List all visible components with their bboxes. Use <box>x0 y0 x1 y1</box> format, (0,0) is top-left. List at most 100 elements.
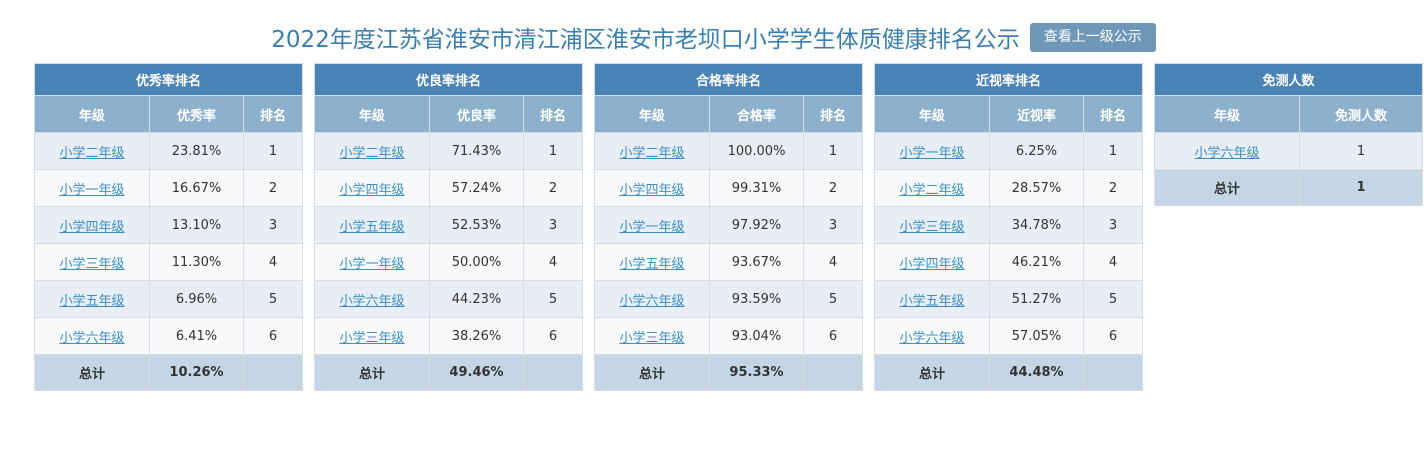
grade-link[interactable]: 小学四年级 <box>899 256 965 272</box>
grade-link[interactable]: 小学一年级 <box>899 145 965 161</box>
grade-cell: 小学四年级 <box>314 169 430 207</box>
value-cell: 93.59% <box>709 280 804 318</box>
grade-link[interactable]: 小学一年级 <box>339 256 405 272</box>
table-row: 小学五年级 93.67% 4 <box>594 243 864 281</box>
table-caption: 免测人数 <box>1153 63 1424 96</box>
table-row: 小学二年级 71.43% 1 <box>314 132 584 170</box>
value-cell: 16.67% <box>149 169 244 207</box>
grade-link[interactable]: 小学五年级 <box>59 293 125 309</box>
column-header: 年级 <box>874 95 990 133</box>
value-cell: 93.04% <box>709 317 804 355</box>
grade-cell: 小学四年级 <box>874 243 990 281</box>
rank-cell: 4 <box>1082 243 1144 281</box>
grade-cell: 小学二年级 <box>874 169 990 207</box>
grade-cell: 小学五年级 <box>594 243 710 281</box>
table-row: 小学一年级 50.00% 4 <box>314 243 584 281</box>
value-cell: 97.92% <box>709 206 804 244</box>
grade-link[interactable]: 小学二年级 <box>899 182 965 198</box>
column-header: 年级 <box>314 95 430 133</box>
rank-cell: 5 <box>522 280 584 318</box>
column-header: 合格率 <box>709 95 804 133</box>
table-caption: 优秀率排名 <box>33 63 304 96</box>
total-row: 总计 95.33% <box>594 354 864 391</box>
grade-cell: 小学四年级 <box>594 169 710 207</box>
grade-link[interactable]: 小学六年级 <box>619 293 685 309</box>
table-row: 小学六年级 57.05% 6 <box>874 317 1144 355</box>
page-header: 2022年度江苏省淮安市清江浦区淮安市老坝口小学学生体质健康排名公示 查看上一级… <box>0 20 1427 54</box>
grade-link[interactable]: 小学五年级 <box>339 219 405 235</box>
grade-cell: 小学六年级 <box>874 317 990 355</box>
rank-cell: 3 <box>522 206 584 244</box>
grade-link[interactable]: 小学六年级 <box>339 293 405 309</box>
grade-link[interactable]: 小学一年级 <box>59 182 125 198</box>
rank-cell: 2 <box>802 169 864 207</box>
grade-cell: 小学二年级 <box>594 132 710 170</box>
table-row: 小学一年级 16.67% 2 <box>34 169 304 207</box>
table-row: 小学三年级 34.78% 3 <box>874 206 1144 244</box>
grade-link[interactable]: 小学三年级 <box>899 219 965 235</box>
value-cell: 13.10% <box>149 206 244 244</box>
view-parent-level-button[interactable]: 查看上一级公示 <box>1029 22 1156 52</box>
total-value: 44.48% <box>989 354 1084 391</box>
value-cell: 23.81% <box>149 132 244 170</box>
grade-link[interactable]: 小学四年级 <box>339 182 405 198</box>
grade-link[interactable]: 小学六年级 <box>899 330 965 346</box>
grade-link[interactable]: 小学六年级 <box>1194 145 1260 161</box>
grade-cell: 小学三年级 <box>314 317 430 355</box>
total-label: 总计 <box>874 354 990 391</box>
grade-cell: 小学五年级 <box>874 280 990 318</box>
column-header: 优良率 <box>429 95 524 133</box>
grade-cell: 小学一年级 <box>874 132 990 170</box>
grade-cell: 小学二年级 <box>314 132 430 170</box>
grade-cell: 小学一年级 <box>594 206 710 244</box>
grade-link[interactable]: 小学四年级 <box>619 182 685 198</box>
grade-link[interactable]: 小学四年级 <box>59 219 125 235</box>
total-row: 总计 49.46% <box>314 354 584 391</box>
grade-link[interactable]: 小学三年级 <box>619 330 685 346</box>
grade-cell: 小学六年级 <box>594 280 710 318</box>
value-cell: 93.67% <box>709 243 804 281</box>
grade-link[interactable]: 小学三年级 <box>59 256 125 272</box>
table-row: 小学六年级 93.59% 5 <box>594 280 864 318</box>
rank-cell: 2 <box>242 169 304 207</box>
grade-link[interactable]: 小学三年级 <box>339 330 405 346</box>
value-cell: 100.00% <box>709 132 804 170</box>
grade-link[interactable]: 小学二年级 <box>619 145 685 161</box>
rank-cell: 1 <box>802 132 864 170</box>
rank-cell: 4 <box>802 243 864 281</box>
rank-cell: 2 <box>522 169 584 207</box>
table-row: 小学六年级 44.23% 5 <box>314 280 584 318</box>
table-row: 小学五年级 51.27% 5 <box>874 280 1144 318</box>
total-row: 总计 1 <box>1154 169 1424 206</box>
column-header: 排名 <box>242 95 304 133</box>
grade-cell: 小学五年级 <box>34 280 150 318</box>
rank-cell: 3 <box>802 206 864 244</box>
grade-cell: 小学六年级 <box>34 317 150 355</box>
table-row: 小学四年级 57.24% 2 <box>314 169 584 207</box>
total-value: 95.33% <box>709 354 804 391</box>
total-value <box>802 354 864 391</box>
rank-cell: 1 <box>242 132 304 170</box>
grade-cell: 小学六年级 <box>314 280 430 318</box>
total-value: 1 <box>1298 169 1424 206</box>
grade-link[interactable]: 小学六年级 <box>59 330 125 346</box>
table-row: 小学二年级 100.00% 1 <box>594 132 864 170</box>
myopia-rate-table-panel: 近视率排名 年级 近视率 排名 小学一年级 6.25% 1 小学二年级 28.57% 2 小学三年级… <box>873 63 1144 391</box>
good-rate-table: 优良率排名 年级 优良率 排名 小学二年级 71.43% 1 小学四年级 57.24% 2 小学五年… <box>313 63 584 391</box>
grade-link[interactable]: 小学二年级 <box>59 145 125 161</box>
good-rate-table-panel: 优良率排名 年级 优良率 排名 小学二年级 71.43% 1 小学四年级 57.24% 2 小学五年… <box>313 63 584 391</box>
value-cell: 57.24% <box>429 169 524 207</box>
grade-link[interactable]: 小学五年级 <box>619 256 685 272</box>
table-row: 小学二年级 23.81% 1 <box>34 132 304 170</box>
total-value: 49.46% <box>429 354 524 391</box>
grade-link[interactable]: 小学一年级 <box>619 219 685 235</box>
grade-cell: 小学二年级 <box>34 132 150 170</box>
grade-cell: 小学四年级 <box>34 206 150 244</box>
column-header: 免测人数 <box>1298 95 1424 133</box>
rank-cell: 4 <box>242 243 304 281</box>
value-cell: 51.27% <box>989 280 1084 318</box>
total-value <box>522 354 584 391</box>
rank-cell: 6 <box>1082 317 1144 355</box>
grade-link[interactable]: 小学二年级 <box>339 145 405 161</box>
grade-link[interactable]: 小学五年级 <box>899 293 965 309</box>
